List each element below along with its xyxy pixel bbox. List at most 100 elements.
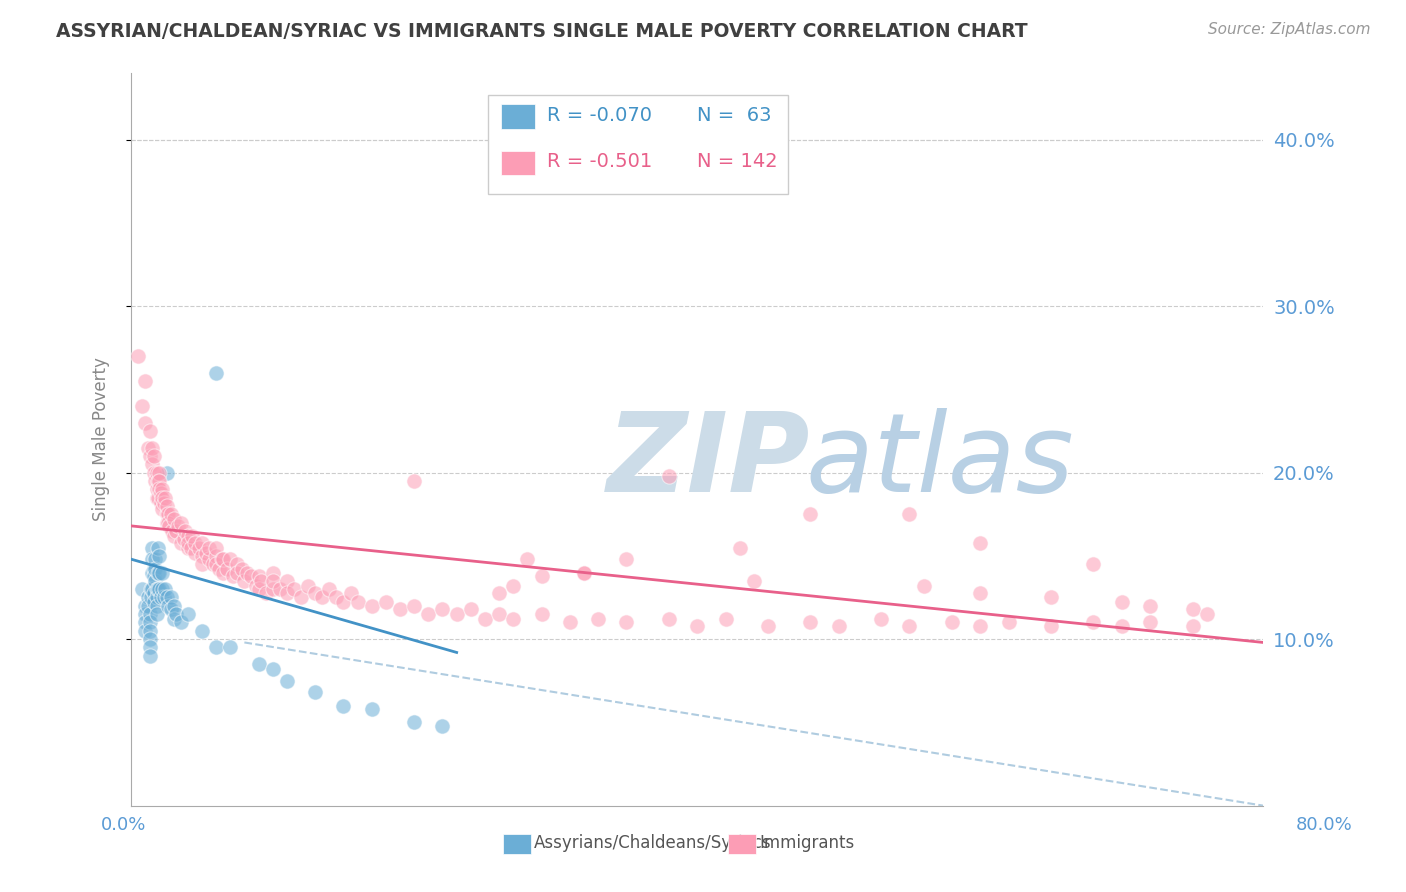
Point	[180, 541, 202, 555]
Point	[1083, 558, 1105, 572]
Point	[728, 541, 751, 555]
Point	[205, 558, 228, 572]
Point	[139, 591, 162, 605]
Point	[157, 519, 180, 533]
Point	[240, 569, 263, 583]
Point	[155, 466, 177, 480]
Point	[226, 566, 249, 580]
Point	[145, 466, 167, 480]
Point	[148, 466, 170, 480]
Point	[912, 579, 935, 593]
Point	[145, 483, 167, 497]
Point	[155, 499, 177, 513]
Point	[756, 619, 779, 633]
Point	[318, 582, 340, 597]
Point	[1181, 602, 1204, 616]
Point	[143, 562, 166, 576]
Point	[138, 607, 160, 622]
Point	[1111, 595, 1133, 609]
Point	[142, 466, 165, 480]
Point	[205, 541, 228, 555]
Point	[516, 552, 538, 566]
Point	[202, 558, 225, 572]
Point	[177, 535, 200, 549]
Point	[870, 612, 893, 626]
Point	[212, 566, 235, 580]
Point	[195, 545, 218, 559]
Text: 0.0%: 0.0%	[101, 816, 146, 834]
Point	[148, 566, 170, 580]
Point	[311, 591, 333, 605]
Point	[1040, 591, 1063, 605]
Point	[146, 582, 169, 597]
Point	[139, 582, 162, 597]
Point	[432, 719, 454, 733]
Point	[141, 458, 163, 472]
Point	[502, 612, 524, 626]
Point	[160, 524, 183, 538]
Point	[374, 595, 396, 609]
Point	[474, 612, 496, 626]
FancyBboxPatch shape	[502, 151, 536, 175]
Point	[236, 566, 259, 580]
Point	[276, 673, 298, 688]
Point	[969, 619, 991, 633]
Text: atlas: atlas	[806, 408, 1074, 515]
Point	[148, 474, 170, 488]
Point	[1139, 599, 1161, 613]
Point	[616, 552, 638, 566]
Point	[997, 615, 1019, 630]
Point	[149, 485, 172, 500]
Point	[262, 566, 284, 580]
Point	[247, 582, 270, 597]
Point	[254, 585, 277, 599]
Point	[262, 662, 284, 676]
Point	[404, 474, 426, 488]
Point	[181, 529, 204, 543]
Point	[141, 552, 163, 566]
Point	[404, 599, 426, 613]
Point	[658, 612, 681, 626]
Point	[138, 424, 160, 438]
Text: N = 142: N = 142	[697, 153, 778, 171]
Point	[283, 582, 305, 597]
Point	[530, 607, 553, 622]
Point	[432, 602, 454, 616]
Point	[1195, 607, 1218, 622]
Text: Source: ZipAtlas.com: Source: ZipAtlas.com	[1208, 22, 1371, 37]
Point	[346, 595, 368, 609]
Point	[143, 574, 166, 588]
Point	[148, 582, 170, 597]
Point	[572, 566, 595, 580]
Point	[198, 541, 221, 555]
Point	[156, 508, 179, 522]
Point	[586, 612, 609, 626]
Point	[146, 474, 169, 488]
Point	[141, 441, 163, 455]
Point	[145, 599, 167, 613]
Point	[170, 516, 193, 530]
Point	[969, 585, 991, 599]
Point	[145, 591, 167, 605]
Point	[173, 533, 195, 547]
Point	[969, 535, 991, 549]
Point	[233, 574, 256, 588]
Point	[149, 591, 172, 605]
Point	[247, 569, 270, 583]
Point	[572, 566, 595, 580]
Point	[205, 366, 228, 380]
Point	[159, 591, 181, 605]
Point	[219, 552, 242, 566]
Point	[142, 449, 165, 463]
Point	[205, 549, 228, 563]
Point	[138, 640, 160, 655]
Point	[658, 469, 681, 483]
Point	[488, 585, 510, 599]
Point	[1083, 615, 1105, 630]
Point	[138, 615, 160, 630]
Point	[1111, 619, 1133, 633]
Point	[150, 483, 173, 497]
Point	[276, 585, 298, 599]
Point	[162, 599, 184, 613]
Point	[143, 474, 166, 488]
